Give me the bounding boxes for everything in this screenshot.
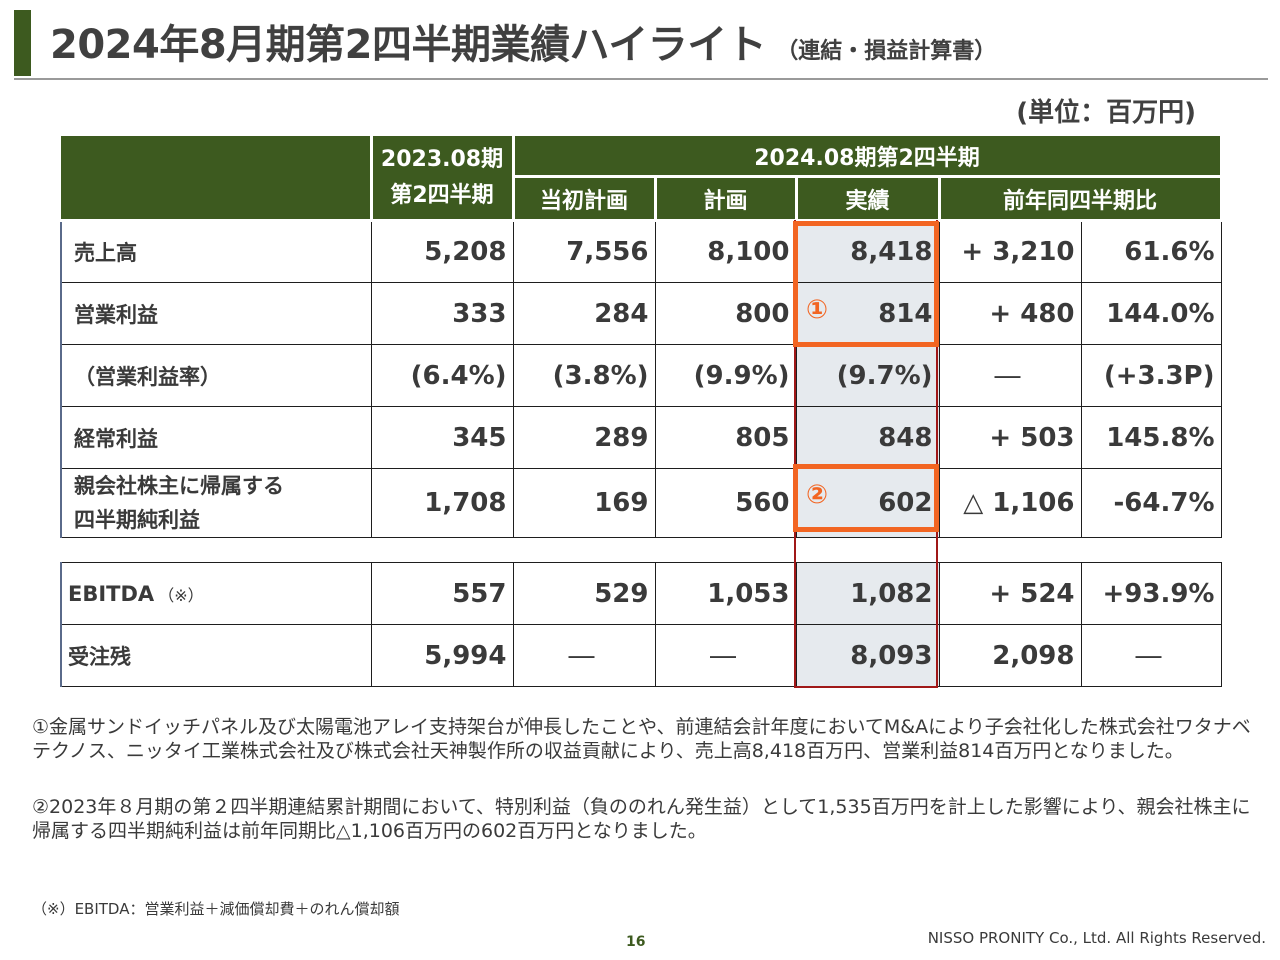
header-empty-cell — [61, 133, 373, 222]
row-label-line1: 親会社株主に帰属する — [74, 474, 284, 498]
title-divider — [14, 78, 1268, 80]
marker-two: ② — [806, 480, 829, 510]
cell-plan: 805 — [654, 406, 797, 469]
cell-actual: 814 — [795, 282, 940, 345]
cell-yoy-diff: + 3,210 — [938, 220, 1082, 283]
cell-actual: 602 — [795, 468, 940, 538]
page-title-sub: （連結・損益計算書） — [776, 39, 997, 64]
title-accent-bar — [14, 10, 31, 76]
row-label: 営業利益 — [60, 282, 372, 345]
results-table: 2023.08期 第2四半期 2024.08期第2四半期 当初計画 計画 実績 … — [60, 133, 1223, 538]
explanatory-notes: ①金属サンドイッチパネル及び太陽電池アレイ支持架台が伸長したことや、前連結会計年… — [32, 715, 1257, 875]
cell-yoy-pct: (+3.3P) — [1080, 344, 1222, 407]
row-label: 受注残 — [60, 624, 372, 687]
copyright: NISSO PRONITY Co., Ltd. All Rights Reser… — [927, 929, 1266, 947]
cell-yoy-diff: + 503 — [938, 406, 1082, 469]
cell-initial-plan: ― — [512, 624, 656, 687]
cell-yoy-pct: -64.7% — [1080, 468, 1222, 538]
row-label: EBITDA （※） — [60, 562, 372, 625]
table-row-net-income: 親会社株主に帰属する 四半期純利益 1,708 169 560 602 △ 1,… — [60, 468, 1222, 538]
table-row-order-backlog: 受注残 5,994 ― ― 8,093 2,098 ― — [60, 624, 1222, 687]
cell-initial-plan: 284 — [512, 282, 656, 345]
cell-yoy-diff: + 524 — [938, 562, 1082, 625]
cell-prev: 5,994 — [370, 624, 514, 687]
cell-yoy-diff: △ 1,106 — [938, 468, 1082, 538]
cell-actual: 8,093 — [795, 624, 940, 687]
header-prev-period: 2023.08期 第2四半期 — [369, 133, 515, 222]
cell-prev: 5,208 — [370, 220, 514, 283]
row-label-line2: 四半期純利益 — [74, 508, 200, 532]
row-label-note: （※） — [158, 585, 204, 605]
cell-prev: 557 — [370, 562, 514, 625]
cell-initial-plan: 529 — [512, 562, 656, 625]
row-label: 売上高 — [60, 220, 372, 283]
cell-initial-plan: (3.8%) — [512, 344, 656, 407]
header-initial-plan: 当初計画 — [511, 175, 657, 222]
cell-initial-plan: 289 — [512, 406, 656, 469]
cell-plan: 8,100 — [654, 220, 797, 283]
header-plan: 計画 — [653, 175, 798, 222]
row-label: （営業利益率） — [60, 344, 372, 407]
cell-yoy-diff: + 480 — [938, 282, 1082, 345]
cell-initial-plan: 169 — [512, 468, 656, 538]
header-yoy: 前年同四半期比 — [937, 175, 1223, 222]
cell-yoy-diff: ― — [938, 344, 1082, 407]
ebitda-footnote: （※）EBITDA：営業利益＋減価償却費＋のれん償却額 — [32, 900, 400, 918]
table-row-sales: 売上高 5,208 7,556 8,100 8,418 + 3,210 61.6… — [60, 220, 1222, 283]
table-row-ebitda: EBITDA （※） 557 529 1,053 1,082 + 524 +93.… — [60, 562, 1222, 625]
supplementary-table: EBITDA （※） 557 529 1,053 1,082 + 524 +93.… — [60, 562, 1222, 687]
cell-prev: (6.4%) — [370, 344, 514, 407]
cell-plan: 800 — [654, 282, 797, 345]
table-row-operating-margin: （営業利益率） (6.4%) (3.8%) (9.9%) (9.7%) ― (+… — [60, 344, 1222, 407]
marker-one: ① — [806, 295, 829, 325]
cell-plan: 560 — [654, 468, 797, 538]
page-title: 2024年8月期第2四半期業績ハイライト （連結・損益計算書） — [50, 12, 996, 70]
cell-actual: (9.7%) — [795, 344, 940, 407]
unit-label: (単位：百万円) — [1016, 98, 1196, 128]
header-prev-period-line1: 2023.08期 — [380, 146, 504, 172]
cell-prev: 1,708 — [370, 468, 514, 538]
cell-prev: 333 — [370, 282, 514, 345]
row-label: 経常利益 — [60, 406, 372, 469]
page-title-main: 2024年8月期第2四半期業績ハイライト — [50, 22, 767, 68]
table-row-operating-income: 営業利益 333 284 800 814 + 480 144.0% — [60, 282, 1222, 345]
row-label-text: EBITDA — [68, 581, 155, 606]
header-actual: 実績 — [794, 175, 941, 222]
cell-plan: (9.9%) — [654, 344, 797, 407]
cell-yoy-pct: 144.0% — [1080, 282, 1222, 345]
header-row-top: 2023.08期 第2四半期 2024.08期第2四半期 — [61, 133, 1223, 222]
cell-actual: 1,082 — [795, 562, 940, 625]
cell-yoy-pct: +93.9% — [1080, 562, 1222, 625]
cell-actual: 8,418 — [795, 220, 940, 283]
header-row-bottom: 当初計画 計画 実績 前年同四半期比 — [61, 175, 1223, 222]
header-prev-period-line2: 第2四半期 — [390, 182, 494, 208]
table-row-ordinary-income: 経常利益 345 289 805 848 + 503 145.8% — [60, 406, 1222, 469]
cell-initial-plan: 7,556 — [512, 220, 656, 283]
page-number: 16 — [626, 934, 646, 950]
cell-prev: 345 — [370, 406, 514, 469]
cell-yoy-pct: ― — [1080, 624, 1222, 687]
cell-yoy-diff: 2,098 — [938, 624, 1082, 687]
cell-plan: 1,053 — [654, 562, 797, 625]
cell-yoy-pct: 61.6% — [1080, 220, 1222, 283]
cell-yoy-pct: 145.8% — [1080, 406, 1222, 469]
row-label: 親会社株主に帰属する 四半期純利益 — [60, 468, 372, 538]
note-2: ②2023年８月期の第２四半期連結累計期間において、特別利益（負ののれん発生益）… — [32, 796, 1251, 842]
header-current-period: 2024.08期第2四半期 — [511, 133, 1223, 178]
note-1: ①金属サンドイッチパネル及び太陽電池アレイ支持架台が伸長したことや、前連結会計年… — [32, 716, 1251, 762]
cell-plan: ― — [654, 624, 797, 687]
cell-actual: 848 — [795, 406, 940, 469]
